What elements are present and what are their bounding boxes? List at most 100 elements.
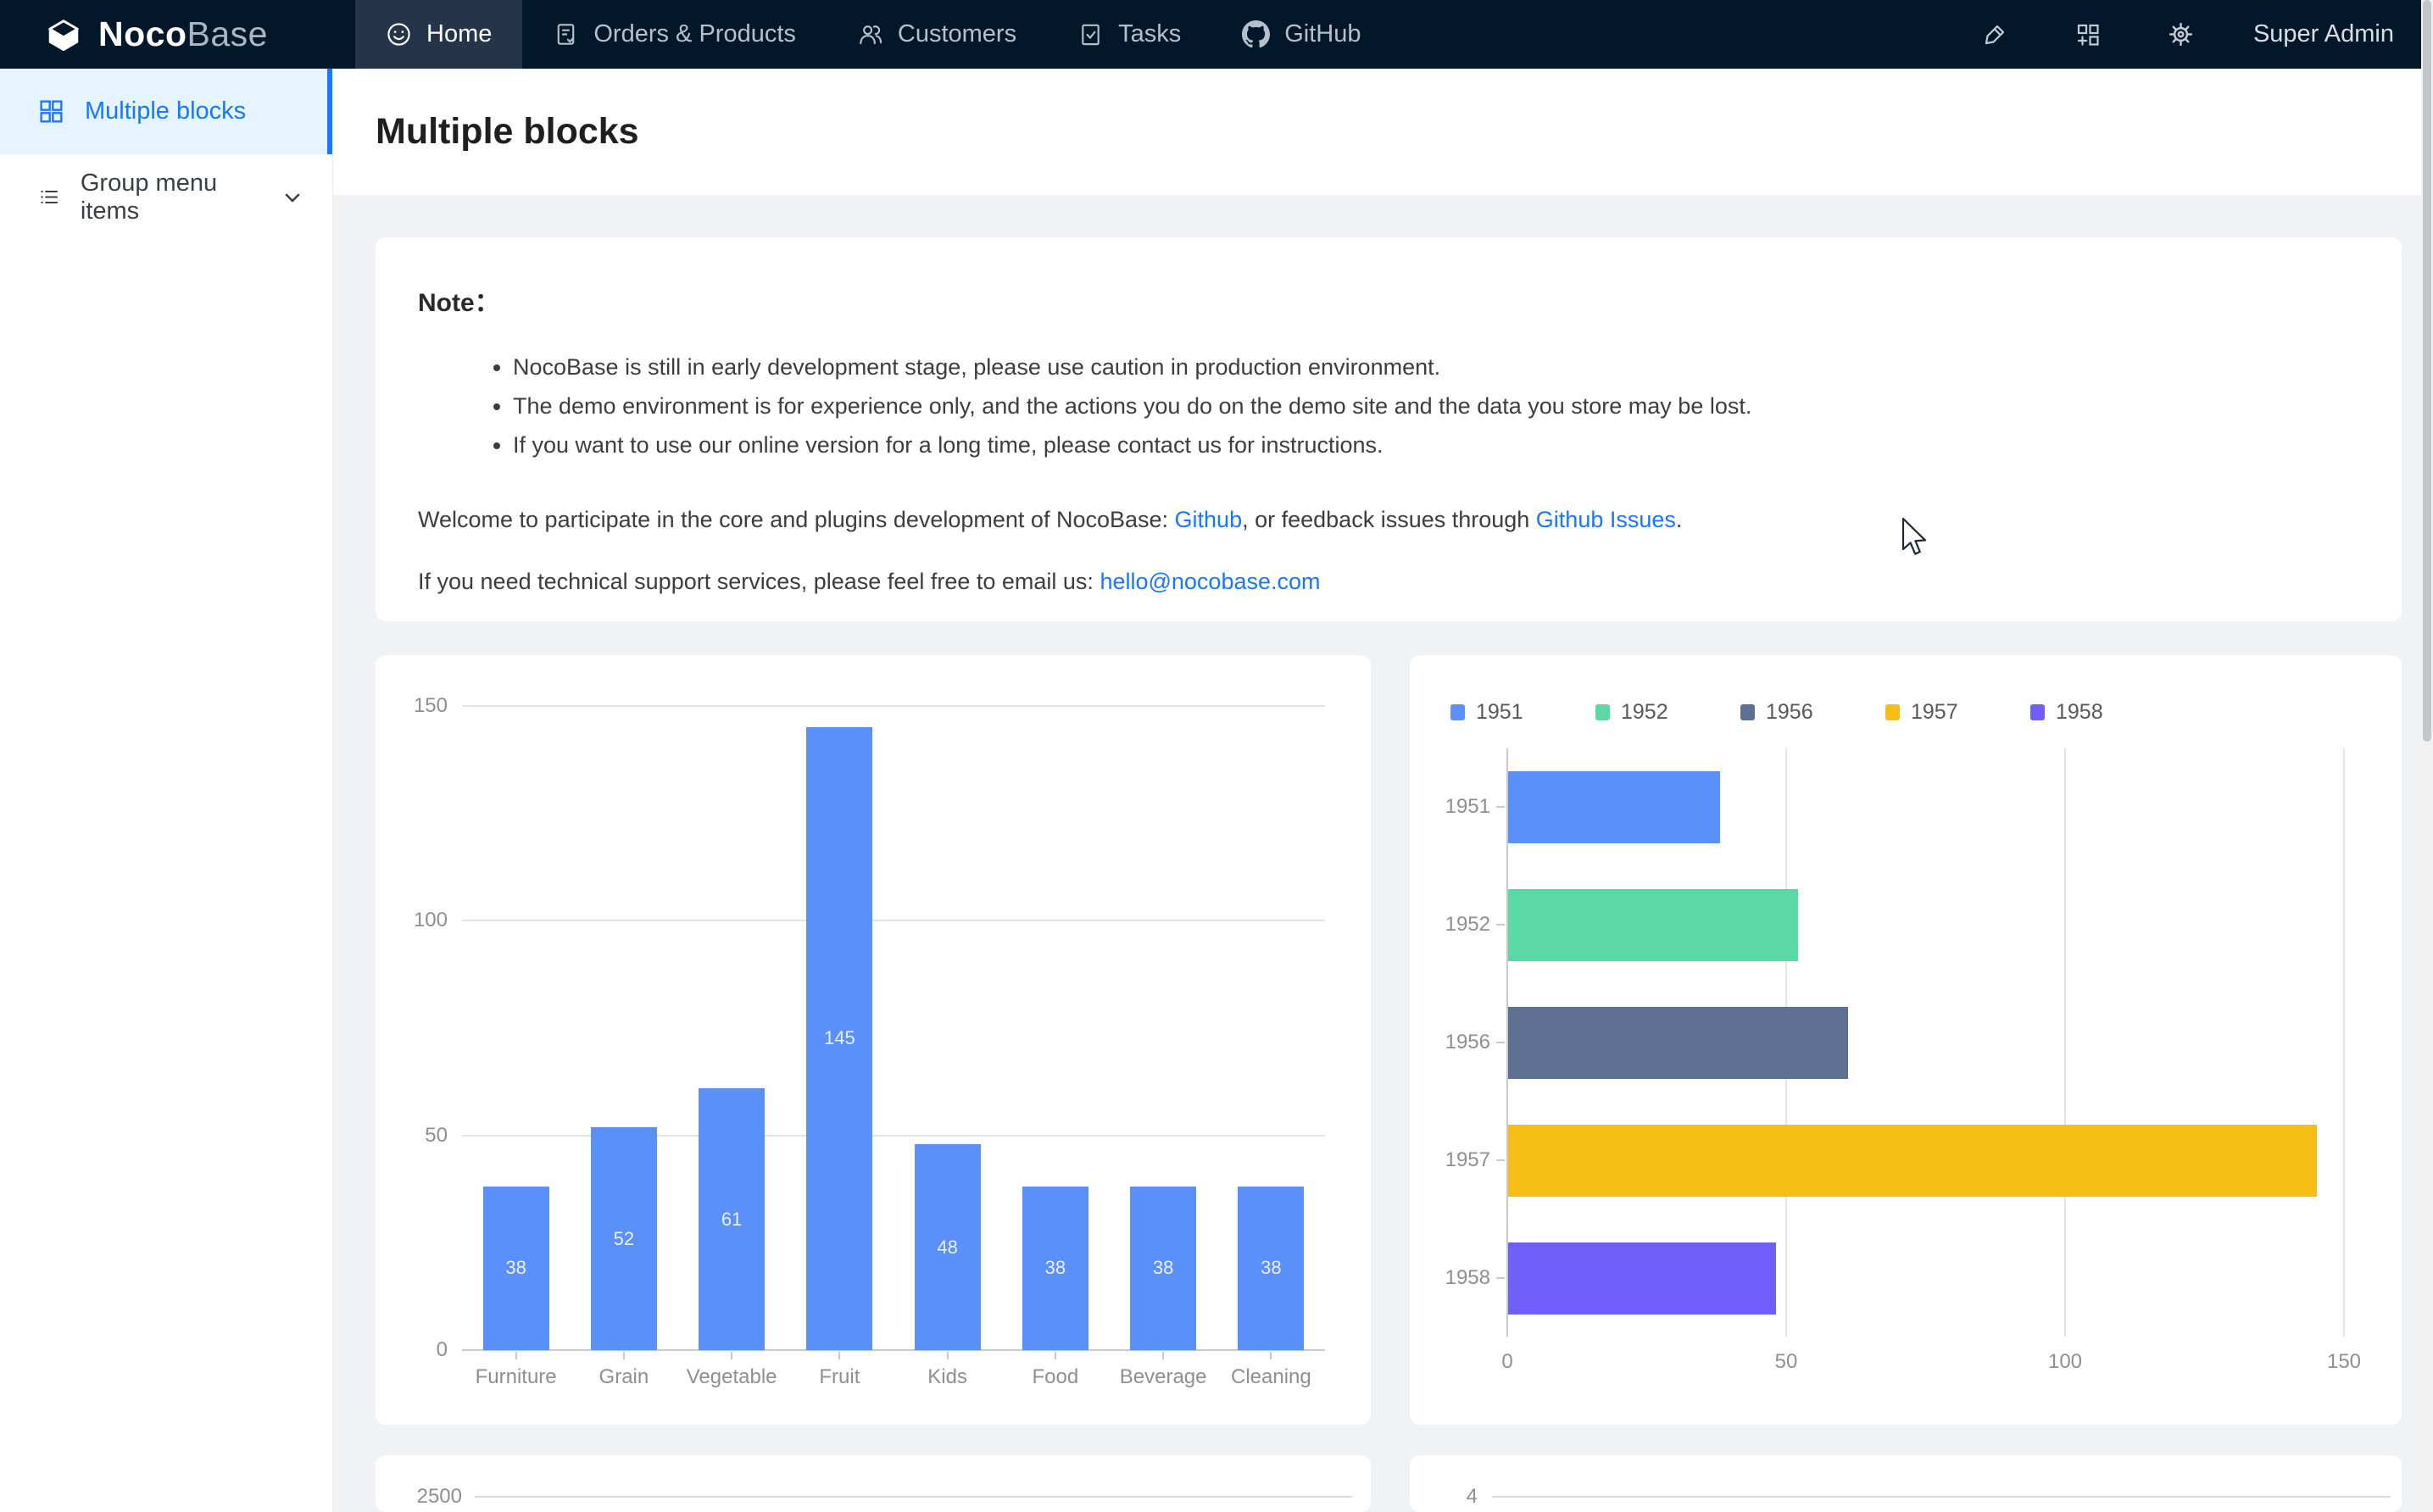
partial-chart-card-right: 4 [1410,1455,2402,1512]
x-axis-category-label: Beverage [1119,1365,1207,1388]
legend-label: 1956 [1766,699,1813,724]
highlighter-icon [1985,25,2005,44]
x-axis-category-label: Food [1032,1365,1079,1388]
page-scrollbar-track[interactable] [2421,0,2433,1512]
legend-item[interactable]: 1951 [1450,699,1523,725]
x-axis-tick-mark [1270,1352,1272,1359]
nocobase-logo[interactable]: NocoBase [0,0,355,69]
y-axis-tick-mark [1496,924,1505,926]
legend-item[interactable]: 1956 [1740,699,1813,725]
y-axis-tick-label: 50 [425,1123,448,1147]
note-paragraph-community: Welcome to participate in the core and p… [418,500,2359,539]
grid-line [2064,748,2066,1337]
page-header: Multiple blocks [333,69,2421,195]
legend-label: 1952 [1621,699,1668,724]
cube-logo-icon [48,19,79,51]
x-axis-category-label: Grain [599,1365,649,1388]
bar: 38 [482,1187,549,1350]
grid-line [2343,748,2345,1337]
partial-chart-right: 4 [1410,1455,2402,1512]
y-axis-tick-mark [1496,1159,1505,1161]
grid-line [475,1496,1352,1498]
nav-tab-tasks[interactable]: Tasks [1047,0,1211,69]
bar: 38 [1238,1187,1305,1350]
nav-tab-home[interactable]: Home [355,0,523,69]
x-axis-category-label: Furniture [475,1365,557,1388]
customers-icon [860,25,882,45]
legend-item[interactable]: 1958 [2030,699,2103,725]
grid-line [462,1134,1325,1137]
email-link[interactable]: hello@nocobase.com [1100,569,1321,594]
top-navbar: NocoBase Home Orders & Products [0,0,2421,69]
nav-tab-label: Orders & Products [593,20,796,47]
y-axis-tick-label: 2500 [416,1485,462,1508]
bar [1508,1242,1776,1315]
logo-text: NocoBase [98,14,268,53]
grid-icon [40,100,63,123]
legend-swatch [2030,703,2045,720]
user-menu[interactable]: Super Admin [2252,20,2394,47]
bar: 38 [1130,1187,1197,1350]
bar-value-label: 48 [937,1236,958,1258]
page-title: Multiple blocks [376,111,639,152]
tasks-icon [1082,24,1100,46]
note-bullet-list: NocoBase is still in early development s… [418,347,2359,464]
github-link[interactable]: Github [1174,507,1243,532]
legend-item[interactable]: 1957 [1885,699,1958,725]
bar: 52 [590,1126,657,1350]
x-axis-category-label: Cleaning [1231,1365,1311,1388]
github-icon [1242,20,1271,48]
bar [1508,1124,2318,1197]
x-axis-tick-label: 100 [2047,1350,2083,1373]
legend-swatch [1740,703,1755,720]
x-axis-tick-mark [838,1352,841,1359]
nav-tab-github[interactable]: GitHub [1211,0,1391,69]
x-axis-tick-mark [515,1352,517,1359]
legend-swatch [1595,703,1610,720]
nav-tabs: Home Orders & Products Customers Tasks [355,0,1392,69]
x-axis-tick-mark [731,1352,733,1359]
x-axis-category-label: Kids [927,1365,967,1388]
nav-tab-label: Tasks [1118,20,1182,47]
sidebar-item-label: Multiple blocks [85,97,247,125]
bar-value-label: 38 [505,1257,526,1279]
nav-tab-customers[interactable]: Customers [827,0,1047,69]
bar [1508,1007,1849,1079]
nav-tab-orders-products[interactable]: Orders & Products [522,0,827,69]
settings-button[interactable] [2157,10,2206,59]
ui-editor-button[interactable] [1970,10,2019,59]
x-axis-tick-mark [946,1352,949,1359]
y-axis-category-label: 1957 [1445,1148,1490,1171]
y-axis-category-label: 1951 [1445,795,1490,819]
note-bullet: If you want to use our online version fo… [513,425,2359,464]
y-axis-category-label: 1958 [1445,1265,1490,1289]
sidebar-item-label: Group menu items [80,169,218,225]
nav-tab-label: Home [426,20,493,47]
y-axis-tick-mark [1496,1276,1505,1279]
y-axis-tick-mark [1496,806,1505,809]
appstore-add-icon [2077,24,2099,46]
y-axis-tick-label: 150 [413,694,448,717]
bar: 145 [806,727,873,1350]
github-issues-link[interactable]: Github Issues [1535,507,1676,532]
plugin-manager-button[interactable] [2063,10,2113,59]
bar-value-label: 38 [1152,1257,1174,1279]
list-icon [41,190,58,204]
sidebar-item-multiple-blocks[interactable]: Multiple blocks [0,69,332,154]
legend-swatch [1450,703,1465,720]
nav-tab-label: GitHub [1284,20,1361,47]
y-axis-category-label: 1952 [1445,913,1490,937]
note-text: Welcome to participate in the core and p… [418,507,1175,532]
legend-item[interactable]: 1952 [1595,699,1668,725]
x-axis-tick-label: 150 [2326,1350,2362,1373]
x-axis-tick-label: 0 [1501,1350,1513,1373]
grid-line [1492,1496,2391,1498]
page-scrollbar-thumb[interactable] [2423,0,2431,742]
x-axis-category-label: Vegetable [686,1365,777,1388]
bar-value-label: 145 [824,1027,855,1049]
horizontal-bar-chart: 1951 1952 1956 1957 1958 0 50 100 150 1951 1952 195… [1410,655,2402,1425]
bar-value-label: 61 [721,1208,743,1230]
note-bullet: The demo environment is for experience o… [513,386,2359,425]
sidebar-item-group-menu-items[interactable]: Group menu items [0,154,332,240]
horizontal-bar-chart-card: 1951 1952 1956 1957 1958 0 50 100 150 1951 1952 195… [1410,655,2402,1425]
